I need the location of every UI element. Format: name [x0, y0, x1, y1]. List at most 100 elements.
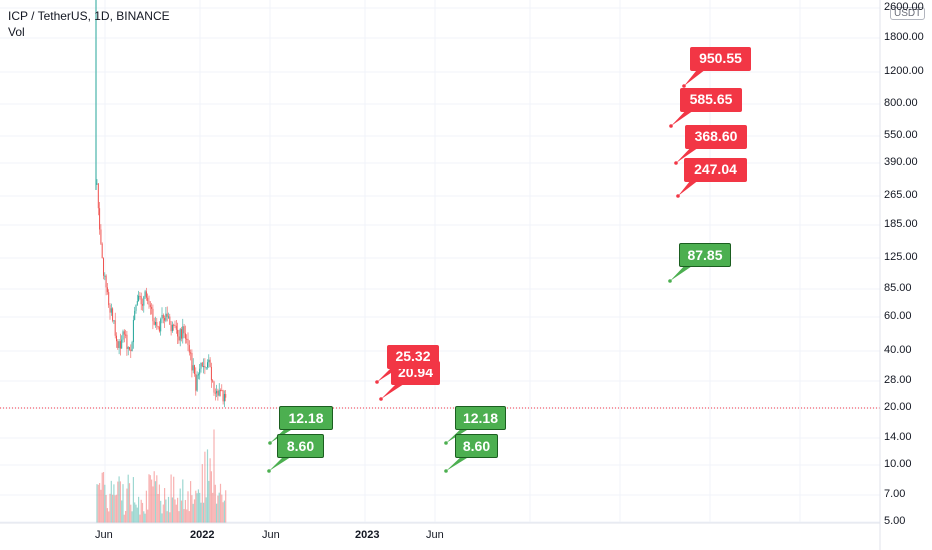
volume-bar — [193, 499, 196, 523]
volume-bar — [188, 511, 190, 523]
volume-bar — [182, 479, 184, 523]
volume-bar — [160, 500, 162, 523]
candle-body — [127, 347, 129, 349]
target-point — [267, 469, 271, 473]
volume-bar — [162, 504, 164, 523]
candle-body — [195, 373, 197, 391]
candle-body — [113, 320, 115, 322]
volume-bar — [138, 496, 140, 523]
candle-body — [97, 183, 99, 209]
volume-bar — [132, 477, 134, 523]
candle-body — [166, 313, 168, 317]
volume-bar — [197, 489, 199, 523]
volume-bar — [125, 510, 127, 523]
currency-badge[interactable]: USDT — [890, 7, 926, 20]
candle-body — [114, 320, 116, 336]
volume-bar — [170, 474, 172, 523]
volume-bar — [199, 492, 201, 523]
volume-bar — [135, 504, 137, 523]
candle-body — [173, 324, 175, 326]
time-tick-label: 2023 — [355, 529, 380, 541]
volume-bar — [126, 488, 128, 523]
candle-body — [117, 341, 119, 348]
candle-body — [99, 208, 101, 230]
candle-body — [199, 368, 201, 375]
volume-bar — [186, 509, 188, 523]
volume-bar — [101, 472, 103, 523]
volume-bar — [164, 488, 166, 523]
volume-bar — [104, 484, 106, 523]
volume-bar — [147, 509, 149, 523]
volume-bar — [112, 494, 114, 523]
volume-bar — [136, 507, 138, 523]
target-point — [668, 279, 672, 283]
volume-bar — [169, 512, 171, 523]
candle-body — [139, 295, 141, 297]
candle-body — [207, 362, 208, 368]
volume-bar — [216, 503, 218, 523]
time-tick-label: Jun — [95, 529, 113, 541]
volume-bar — [225, 490, 227, 523]
volume-bar — [218, 492, 220, 523]
volume-bar — [109, 493, 111, 523]
volume-bar — [180, 500, 183, 523]
volume-bar — [102, 471, 105, 523]
price-tick-label: 1800.00 — [884, 31, 924, 43]
volume-bar — [130, 504, 132, 523]
volume-bar — [131, 511, 133, 523]
volume-bars — [96, 429, 227, 523]
volume-bar — [212, 492, 214, 523]
candle-body — [179, 329, 181, 341]
target-point — [669, 124, 673, 128]
candle-body — [144, 291, 146, 297]
volume-bar — [118, 476, 120, 523]
volume-bar — [113, 484, 115, 523]
candle-body — [209, 359, 211, 367]
candle-body — [171, 324, 173, 332]
candle-body — [174, 324, 176, 326]
volume-bar — [96, 484, 98, 523]
candle-body — [220, 390, 221, 392]
volume-indicator-label[interactable]: Vol — [8, 25, 25, 39]
volume-bar — [210, 471, 212, 523]
volume-bar — [179, 488, 181, 523]
candle-body — [192, 365, 194, 371]
target-point — [375, 380, 379, 384]
target-pointer — [684, 66, 710, 86]
volume-bar — [191, 495, 193, 523]
candle-body — [218, 390, 220, 396]
volume-bar — [205, 497, 207, 523]
candle-body — [149, 304, 151, 308]
candle-body — [175, 325, 177, 330]
candle-body — [170, 324, 172, 332]
candle-body — [157, 326, 159, 328]
target-point — [379, 397, 383, 401]
volume-bar — [140, 499, 142, 523]
candle-body — [112, 308, 114, 321]
candle-body — [147, 297, 149, 301]
target-badge-green-1: 87.85 — [679, 243, 731, 267]
candle-body — [100, 229, 102, 244]
candle-body — [160, 319, 162, 332]
volume-bar — [100, 489, 102, 523]
volume-bar — [141, 502, 144, 523]
volume-bar — [214, 484, 216, 523]
volume-bar — [213, 429, 215, 523]
volume-bar — [157, 493, 159, 523]
candle-body — [129, 347, 130, 350]
candle-body — [178, 336, 180, 341]
candle-body — [161, 314, 163, 320]
symbol-title[interactable]: ICP / TetherUS, 1D, BINANCE — [8, 9, 170, 23]
target-badge-red-4: 247.04 — [684, 158, 747, 182]
target-point — [674, 161, 678, 165]
volume-bar — [105, 494, 107, 523]
candle-body — [165, 313, 167, 321]
candle-body — [158, 326, 160, 332]
volume-bar — [154, 481, 157, 523]
candle-body — [217, 390, 219, 396]
candle-body — [96, 183, 98, 185]
time-tick-label: Jun — [262, 529, 280, 541]
volume-bar — [149, 475, 151, 523]
candle-body — [155, 322, 156, 325]
